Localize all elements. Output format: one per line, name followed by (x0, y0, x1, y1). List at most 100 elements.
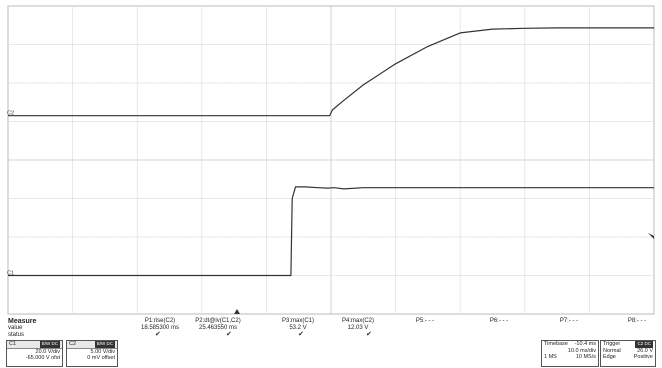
grid-dot (20, 198, 22, 199)
param-p6-name[interactable]: P6:- - - (489, 318, 509, 324)
param-p2-name[interactable]: P2:dt@lv(C1,C2) (195, 318, 241, 324)
param-p1-check: ✔ (155, 331, 161, 338)
grid-dot (408, 275, 409, 276)
grid-dot (369, 82, 371, 84)
grid-dot (472, 159, 474, 161)
grid-dot (550, 275, 551, 276)
param-p4-name[interactable]: P4:max(C2) (341, 318, 374, 324)
scope-grid-area: C2 C1 (7, 5, 655, 315)
grid-dot (446, 82, 448, 84)
grid-dot (627, 159, 629, 161)
param-p4-check: ✔ (366, 331, 372, 338)
param-p5-name[interactable]: P5:- - - (415, 318, 435, 324)
grid-dot (627, 44, 629, 45)
grid-dot (485, 275, 487, 276)
grid-dot (278, 159, 280, 161)
timebase-rate: 10 MS/s (575, 354, 596, 360)
grid-dot (421, 275, 422, 276)
grid-dot (149, 236, 151, 238)
grid-dot (550, 198, 551, 199)
grid-dot (253, 198, 254, 199)
param-p7-name[interactable]: P7:- - - (559, 318, 579, 324)
grid-dot (563, 159, 564, 161)
grid-dot (111, 121, 112, 122)
grid-dot (291, 44, 293, 45)
grid-dot (253, 44, 254, 45)
grid-dot (601, 198, 603, 199)
grid-dot (175, 198, 177, 199)
c1-offset: -65.000 V ofst (25, 355, 60, 361)
grid-dot (446, 275, 448, 276)
c1-name: C1 (9, 341, 17, 347)
value-row-label: value (8, 325, 23, 331)
grid-dot (356, 275, 358, 276)
grid-dot (576, 44, 577, 45)
grid-dot (317, 82, 319, 84)
grid-dot (46, 198, 48, 199)
grid-dot (614, 159, 616, 161)
grid-dot (59, 44, 61, 45)
grid-dot (537, 44, 539, 45)
grid-dot (33, 44, 35, 45)
grid-dot (627, 198, 629, 199)
grid-dot (537, 198, 539, 199)
grid-dot (33, 121, 35, 122)
c1-badge: B/W DC (39, 341, 60, 348)
grid-dot (343, 236, 345, 238)
grid-dot (98, 82, 99, 84)
grid-dot (640, 82, 642, 84)
grid-dot (382, 275, 384, 276)
grid-dot (511, 44, 513, 45)
grid-dot (356, 44, 358, 45)
grid-dot (317, 159, 319, 161)
grid-dot (291, 275, 293, 276)
grid-dot (511, 121, 513, 122)
grid-dot (111, 198, 112, 199)
grid-dot (356, 198, 358, 199)
timebase-div: 10.0 ms/div (567, 347, 596, 354)
grid-dot (485, 236, 487, 238)
grid-dot (563, 236, 564, 238)
grid-dot (304, 236, 306, 238)
grid-dot (20, 236, 22, 238)
grid-dot (498, 159, 500, 161)
channel-c2-box[interactable]: C2 B/W DC 5.00 V/div 0 mV offset (66, 340, 118, 367)
grid-dot (627, 82, 629, 84)
grid-dot (214, 44, 216, 45)
trace-series-2 (8, 186, 654, 277)
timebase-points: 1 MS (544, 354, 557, 360)
grid-dot (188, 121, 190, 122)
channel-c1-box[interactable]: C1 B/W DC 20.0 V/div -65.000 V ofst (6, 340, 63, 367)
param-p8-name[interactable]: P8:- - - (627, 318, 647, 324)
trigger-slope: Positive (633, 354, 653, 360)
grid-dot (304, 198, 306, 199)
grid-dot (111, 82, 112, 84)
grid-dot (550, 159, 551, 161)
grid-dot (576, 275, 577, 276)
grid-dot (498, 198, 500, 199)
grid-dot (240, 82, 241, 84)
timebase-box[interactable]: Timebase -10.4 ms 10.0 ms/div 1 MS 10 MS/s (541, 340, 599, 367)
grid-dot (214, 236, 216, 238)
trigger-box[interactable]: Trigger C2 DC Normal 26.0 V Edge Positive (600, 340, 656, 367)
grid-dot (149, 44, 151, 45)
grid-dot (85, 236, 86, 238)
grid-dot (382, 198, 384, 199)
grid-dot (175, 82, 177, 84)
param-p3-name[interactable]: P3:max(C1) (281, 318, 314, 324)
grid-dot (240, 44, 241, 45)
grid-dot (162, 198, 164, 199)
param-p1-name[interactable]: P1:rise(C2) (144, 318, 176, 324)
trace-series-1 (8, 27, 654, 117)
trigger-level-marker (648, 233, 654, 239)
grid-dot (240, 198, 241, 199)
grid-dot (563, 121, 564, 122)
grid-dot (20, 121, 22, 122)
grid-dot (434, 275, 435, 276)
grid-dot (601, 159, 603, 161)
grid-dot (511, 198, 513, 199)
grid-dot (511, 236, 513, 238)
traces (8, 27, 654, 277)
grid-dot (434, 198, 435, 199)
grid-dot (343, 275, 345, 276)
